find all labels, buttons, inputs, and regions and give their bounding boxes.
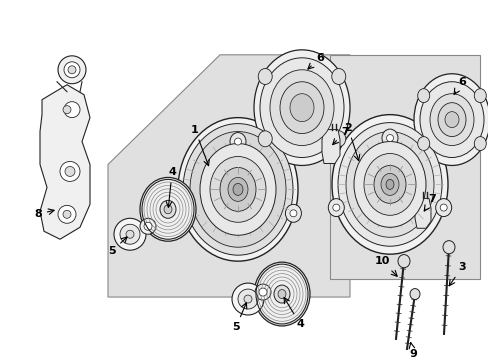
Circle shape bbox=[332, 204, 339, 211]
Circle shape bbox=[58, 205, 76, 223]
Text: 3: 3 bbox=[448, 262, 465, 286]
Ellipse shape bbox=[413, 74, 488, 166]
Circle shape bbox=[60, 162, 80, 181]
Ellipse shape bbox=[278, 289, 285, 298]
Ellipse shape bbox=[269, 70, 333, 145]
Ellipse shape bbox=[220, 167, 256, 211]
Ellipse shape bbox=[231, 283, 264, 315]
Circle shape bbox=[179, 210, 186, 217]
Polygon shape bbox=[321, 130, 339, 163]
Text: 7: 7 bbox=[424, 194, 435, 211]
Ellipse shape bbox=[143, 222, 152, 230]
Polygon shape bbox=[329, 55, 479, 279]
Ellipse shape bbox=[331, 68, 345, 85]
Ellipse shape bbox=[473, 89, 485, 103]
Text: 2: 2 bbox=[344, 123, 359, 161]
Ellipse shape bbox=[473, 136, 485, 150]
Text: 8: 8 bbox=[34, 209, 54, 219]
Ellipse shape bbox=[229, 132, 245, 150]
Ellipse shape bbox=[190, 131, 285, 247]
Ellipse shape bbox=[435, 199, 451, 217]
Ellipse shape bbox=[331, 131, 345, 147]
Ellipse shape bbox=[437, 103, 465, 136]
Ellipse shape bbox=[353, 141, 425, 227]
Ellipse shape bbox=[260, 58, 343, 157]
Ellipse shape bbox=[209, 157, 265, 222]
Text: 9: 9 bbox=[408, 343, 416, 359]
Ellipse shape bbox=[273, 285, 289, 303]
Ellipse shape bbox=[254, 284, 270, 300]
Ellipse shape bbox=[327, 199, 344, 217]
Circle shape bbox=[64, 102, 80, 118]
Circle shape bbox=[289, 210, 296, 217]
Ellipse shape bbox=[419, 82, 483, 157]
Circle shape bbox=[234, 138, 241, 145]
Ellipse shape bbox=[444, 112, 458, 127]
Ellipse shape bbox=[238, 289, 258, 309]
Ellipse shape bbox=[126, 230, 134, 238]
Ellipse shape bbox=[178, 118, 297, 261]
Circle shape bbox=[65, 166, 75, 176]
Ellipse shape bbox=[289, 94, 313, 122]
Ellipse shape bbox=[337, 123, 441, 246]
Text: 4: 4 bbox=[166, 167, 176, 207]
Ellipse shape bbox=[174, 204, 190, 222]
Circle shape bbox=[64, 62, 80, 78]
Text: 7: 7 bbox=[332, 127, 348, 145]
Ellipse shape bbox=[227, 177, 247, 201]
Ellipse shape bbox=[385, 179, 393, 189]
Ellipse shape bbox=[280, 82, 324, 134]
Ellipse shape bbox=[381, 129, 397, 147]
Circle shape bbox=[386, 135, 393, 141]
Ellipse shape bbox=[380, 174, 398, 195]
Ellipse shape bbox=[244, 295, 251, 303]
Ellipse shape bbox=[140, 218, 156, 234]
Ellipse shape bbox=[417, 136, 429, 150]
Ellipse shape bbox=[232, 183, 243, 195]
Text: 5: 5 bbox=[232, 303, 246, 332]
Polygon shape bbox=[40, 85, 90, 239]
Polygon shape bbox=[414, 198, 430, 228]
Polygon shape bbox=[108, 55, 349, 297]
Text: 10: 10 bbox=[373, 256, 396, 276]
Ellipse shape bbox=[429, 94, 473, 145]
Circle shape bbox=[63, 106, 71, 114]
Ellipse shape bbox=[160, 201, 176, 218]
Ellipse shape bbox=[346, 131, 433, 237]
Ellipse shape bbox=[363, 153, 415, 215]
Circle shape bbox=[58, 56, 86, 84]
Ellipse shape bbox=[259, 288, 266, 296]
Ellipse shape bbox=[442, 240, 454, 254]
Ellipse shape bbox=[163, 205, 172, 214]
Ellipse shape bbox=[253, 262, 309, 326]
Ellipse shape bbox=[258, 131, 272, 147]
Ellipse shape bbox=[417, 89, 429, 103]
Text: 1: 1 bbox=[191, 125, 209, 166]
Ellipse shape bbox=[373, 166, 405, 203]
Text: 5: 5 bbox=[108, 237, 127, 256]
Ellipse shape bbox=[140, 177, 196, 241]
Circle shape bbox=[68, 66, 76, 74]
Circle shape bbox=[63, 210, 71, 218]
Ellipse shape bbox=[258, 68, 272, 85]
Circle shape bbox=[439, 204, 447, 211]
Text: 4: 4 bbox=[284, 297, 304, 329]
Text: 6: 6 bbox=[453, 77, 465, 94]
Ellipse shape bbox=[409, 289, 419, 300]
Ellipse shape bbox=[285, 204, 301, 222]
Ellipse shape bbox=[331, 114, 447, 254]
Ellipse shape bbox=[253, 50, 349, 166]
Ellipse shape bbox=[114, 218, 146, 250]
Ellipse shape bbox=[120, 224, 140, 244]
Text: 6: 6 bbox=[307, 53, 323, 69]
Ellipse shape bbox=[397, 255, 409, 268]
Ellipse shape bbox=[183, 123, 292, 255]
Ellipse shape bbox=[200, 144, 275, 235]
